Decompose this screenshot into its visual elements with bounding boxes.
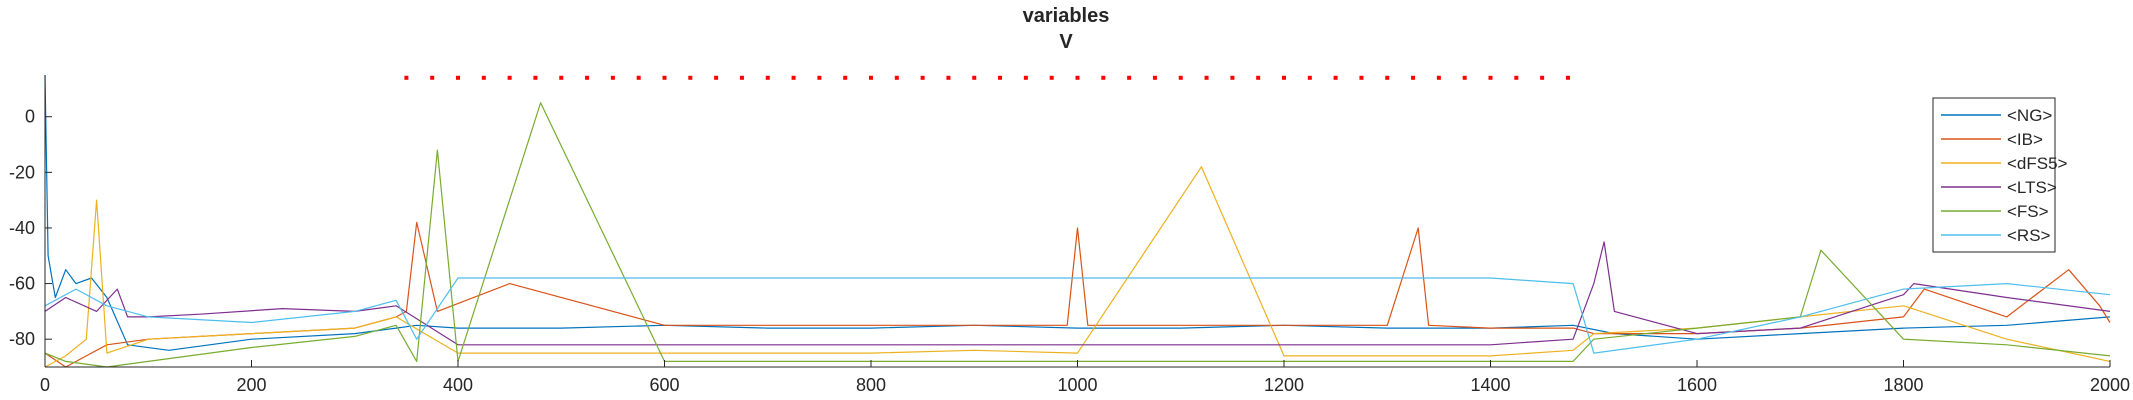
x-tick-label: 600 bbox=[649, 375, 679, 395]
x-tick-label: 200 bbox=[236, 375, 266, 395]
stimulus-marker bbox=[559, 75, 564, 80]
stimulus-marker bbox=[610, 75, 615, 80]
stimulus-marker bbox=[1049, 75, 1054, 80]
stimulus-marker bbox=[1333, 75, 1338, 80]
stimulus-marker bbox=[1565, 75, 1570, 80]
legend-label: <RS> bbox=[2007, 226, 2051, 245]
legend-label: <IB> bbox=[2007, 130, 2043, 149]
chart-subtitle: V bbox=[1059, 31, 1073, 53]
y-tick-label: -80 bbox=[9, 329, 35, 349]
stimulus-marker bbox=[585, 75, 590, 80]
plot-area bbox=[45, 75, 2110, 367]
series-line bbox=[44, 241, 2111, 346]
stimulus-marker bbox=[688, 75, 693, 80]
stimulus-marker bbox=[1436, 75, 1441, 80]
stimulus-marker bbox=[869, 75, 873, 80]
stimulus-marker bbox=[1462, 75, 1467, 80]
series-lines bbox=[44, 74, 2111, 368]
y-tick-label: -20 bbox=[9, 162, 35, 182]
legend-label: <LTS> bbox=[2007, 178, 2057, 197]
stimulus-marker bbox=[817, 75, 822, 80]
x-tick-label: 1000 bbox=[1057, 375, 1097, 395]
y-tick-label: -40 bbox=[9, 218, 35, 238]
stimulus-marker bbox=[1514, 75, 1519, 80]
stimulus-markers bbox=[404, 75, 1570, 80]
stimulus-marker bbox=[1307, 75, 1312, 80]
y-tick-label: 0 bbox=[25, 107, 35, 127]
legend-label: <FS> bbox=[2007, 202, 2049, 221]
x-tick-label: 2000 bbox=[2090, 375, 2130, 395]
stimulus-marker bbox=[533, 75, 538, 80]
stimulus-marker bbox=[739, 75, 744, 80]
chart-title: variables bbox=[1023, 5, 1110, 27]
stimulus-marker bbox=[507, 75, 512, 80]
stimulus-marker bbox=[1385, 75, 1390, 80]
stimulus-marker bbox=[1075, 75, 1080, 80]
stimulus-marker bbox=[1488, 75, 1493, 80]
stimulus-marker bbox=[1127, 75, 1132, 80]
stimulus-marker bbox=[1230, 75, 1235, 80]
legend-box bbox=[1932, 97, 2056, 253]
series-line bbox=[44, 102, 2111, 368]
legend-label: <dFS5> bbox=[2007, 154, 2068, 173]
stimulus-marker bbox=[946, 75, 951, 80]
stimulus-marker bbox=[1178, 75, 1183, 80]
stimulus-marker bbox=[404, 75, 409, 80]
series-line bbox=[44, 277, 2111, 354]
stimulus-marker bbox=[636, 75, 641, 80]
stimulus-marker bbox=[1023, 75, 1028, 80]
stimulus-marker bbox=[1256, 75, 1261, 80]
stimulus-marker bbox=[1540, 75, 1545, 80]
legend-label: <NG> bbox=[2007, 106, 2052, 125]
x-tick-label: 800 bbox=[856, 375, 886, 395]
stimulus-marker bbox=[1282, 75, 1286, 80]
x-tick-label: 0 bbox=[40, 375, 50, 395]
stimulus-marker bbox=[1101, 75, 1106, 80]
stimulus-marker bbox=[998, 75, 1003, 80]
legend: <NG> <IB> <dFS5> <LTS> <FS> <RS> bbox=[1932, 97, 2068, 253]
stimulus-marker bbox=[791, 75, 796, 80]
stimulus-marker bbox=[714, 75, 719, 80]
stimulus-marker bbox=[1204, 75, 1209, 80]
x-tick-label: 400 bbox=[443, 375, 473, 395]
x-tick-label: 1600 bbox=[1677, 375, 1717, 395]
x-tick-label: 1400 bbox=[1470, 375, 1510, 395]
y-tick-label: -60 bbox=[9, 274, 35, 294]
stimulus-marker bbox=[430, 75, 435, 80]
stimulus-marker bbox=[662, 75, 667, 80]
axes: 0 200 400 600 800 1000 1200 1400 1600 1800 2000 0 -2… bbox=[9, 75, 2130, 395]
stimulus-marker bbox=[894, 75, 899, 80]
stimulus-marker bbox=[456, 75, 460, 80]
stimulus-marker bbox=[1359, 75, 1364, 80]
stimulus-marker bbox=[765, 75, 770, 80]
stimulus-marker bbox=[481, 75, 486, 80]
stimulus-marker bbox=[843, 75, 848, 80]
stimulus-marker bbox=[1411, 75, 1416, 80]
stimulus-marker bbox=[1152, 75, 1157, 80]
stimulus-marker bbox=[972, 75, 977, 80]
stimulus-marker bbox=[920, 75, 925, 80]
x-tick-label: 1200 bbox=[1264, 375, 1304, 395]
x-tick-label: 1800 bbox=[1883, 375, 1923, 395]
